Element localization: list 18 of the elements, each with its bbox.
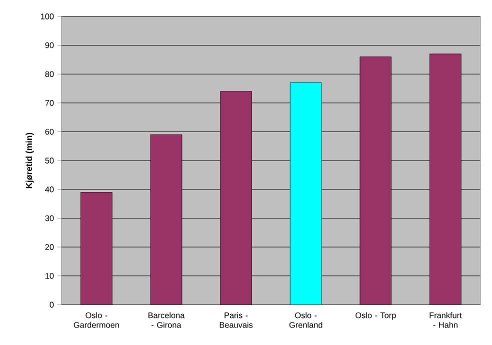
y-tick-label: 60 (45, 128, 54, 134)
y-tick-label: 100 (40, 13, 54, 20)
y-tick-label: 0 (50, 302, 54, 308)
y-tick-label: 80 (45, 71, 54, 77)
x-tick-label: Paris - Beauvais (220, 312, 253, 328)
y-axis-title: Kjøretid (min) (26, 132, 34, 188)
x-tick-label: Oslo - Grenland (289, 312, 322, 328)
y-tick-label: 10 (46, 272, 54, 279)
y-tick-label: 30 (45, 215, 54, 221)
x-tick-label: Barcelona - Girona (148, 312, 185, 328)
x-tick-label: Frankfurt - Hahn (430, 312, 462, 328)
y-tick-label: 40 (45, 186, 54, 192)
y-tick-label: 90 (45, 42, 54, 48)
y-tick-label: 20 (45, 244, 54, 250)
y-tick-label: 50 (45, 158, 54, 164)
y-tick-label: 70 (45, 100, 54, 106)
x-tick-label: Oslo - Torp (356, 312, 396, 320)
x-tick-label: Oslo - Gardermoen (74, 312, 119, 328)
